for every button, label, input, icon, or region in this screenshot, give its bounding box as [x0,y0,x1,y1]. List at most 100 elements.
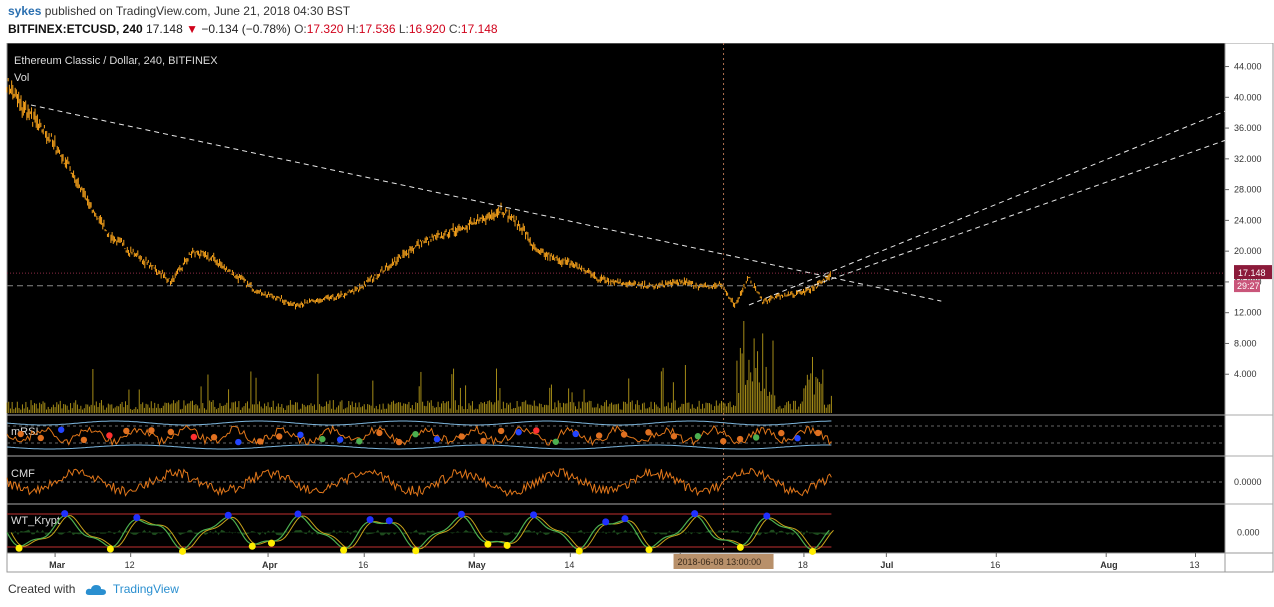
symbol-label: BITFINEX:ETCUSD, 240 [8,22,143,36]
published-text: published on TradingView.com, June 21, 2… [44,4,351,18]
countdown-label: 29:27 [1237,281,1260,291]
rsi-dot [458,433,465,440]
rsi-dot [376,429,383,437]
chart-title: Ethereum Classic / Dollar, 240, BITFINEX [14,55,218,67]
countdown-badge [1234,280,1260,293]
rsi-dot [694,433,702,440]
rsi-dot [720,438,727,445]
wt-dot-yellow [575,547,583,555]
rsi-dot [235,438,242,446]
rsi-dot [210,434,218,441]
tradingview-link[interactable]: TradingView [112,582,179,596]
downtrend-line [30,104,942,302]
wt-dot-blue [133,514,141,522]
channel-upper-line [748,110,1226,306]
y-tick-label: 20.000 [1234,246,1262,256]
pane-label: CMF [11,468,35,480]
rsi-dot [106,432,113,439]
chart-border [6,43,1274,573]
rsi-dot [336,436,344,443]
wt-dot-blue [61,510,69,518]
rsi-dot [778,429,785,437]
x-tick-label: 14 [564,560,574,570]
rsi-band-lower [6,444,832,450]
x-tick-label: May [468,560,486,570]
rsi-dot [480,437,487,445]
rsi-dot [620,431,628,438]
y-tick-label: 28.000 [1234,185,1262,195]
created-with-text: Created with [8,582,76,596]
down-arrow-icon: ▼ [186,22,198,36]
footer: Created with TradingView [8,582,179,596]
wt-dot-blue [763,512,771,520]
chart-canvas[interactable]: Ethereum Classic / Dollar, 240, BITFINEX… [0,43,1274,577]
wt-dot-blue [457,510,465,518]
rsi-dot [515,429,522,436]
rsi-dot [319,435,326,443]
low-value: 16.920 [408,22,446,36]
wt-dot-yellow [809,547,817,555]
y-tick-label: 44.000 [1234,62,1262,72]
x-tick-label: 12 [125,560,135,570]
rsi-dot [645,429,652,436]
x-tick-label: Aug [1100,560,1118,570]
rsi-dot [356,438,363,445]
wt-dot-yellow [179,547,187,555]
y-tick-label: 40.000 [1234,92,1262,102]
wt-dot-blue [602,518,610,526]
rsi-dot [167,428,175,436]
close-value: 17.148 [460,22,498,36]
wt-dot-blue [530,511,538,519]
wt-dot-blue [621,515,629,523]
rsi-line [6,424,832,447]
plot-area [7,43,1225,553]
wt-dot-blue [224,511,232,519]
y-tick-label: 36.000 [1234,123,1262,133]
x-tick-label: 18 [798,560,808,570]
rsi-dot [552,438,559,445]
wt-fast-line [6,514,830,551]
tradingview-cloud-icon [85,584,106,595]
publish-info: sykes published on TradingView.com, June… [8,4,350,18]
cmf-level-label: 0.0000 [1234,477,1262,487]
y-tick-label: 12.000 [1234,308,1262,318]
wt-histogram [7,529,832,536]
rsi-dot [395,438,403,446]
change-value: −0.134 (−0.78%) [201,22,291,36]
rsi-dot [190,433,198,441]
price-axis [1225,43,1274,572]
wt-level-label: 0.000 [1237,528,1260,538]
rsi-dot [497,427,505,435]
rsi-dot [37,434,44,442]
rsi-dot [17,430,24,438]
ohlc-bar: BITFINEX:ETCUSD, 240 17.148 ▼ −0.134 (−0… [8,22,498,36]
wt-dot-blue [691,510,699,518]
rsi-dot [57,426,65,433]
open-value: 17.320 [306,22,344,36]
x-tick-label: Jul [880,560,893,570]
x-tick-label: Apr [262,560,278,570]
last-price-label: 17.148 [1238,268,1266,278]
cmf-line [6,467,832,498]
wt-dot-yellow [340,546,348,554]
wt-dot-blue [385,517,393,525]
rsi-dot [148,427,155,434]
x-tick-label: 16 [358,560,368,570]
pane-label: WT_Krypt [11,515,60,527]
price-candles [6,77,831,310]
rsi-dot [297,431,304,438]
high-value: 17.536 [358,22,396,36]
time-axis [7,553,1225,572]
wt-dot-yellow [267,539,275,547]
y-tick-label: 4.000 [1234,369,1257,379]
author-link[interactable]: sykes [8,4,42,18]
rsi-band-upper [6,420,832,426]
rsi-dot [412,430,419,438]
rsi-dot [595,432,603,439]
wt-dot-yellow [736,543,744,551]
wt-dot-yellow [15,544,23,552]
wt-dot-yellow [645,546,653,554]
wt-dot-yellow [503,541,511,549]
wt-dot-yellow [106,545,114,553]
pane-label: Vol [14,72,29,84]
